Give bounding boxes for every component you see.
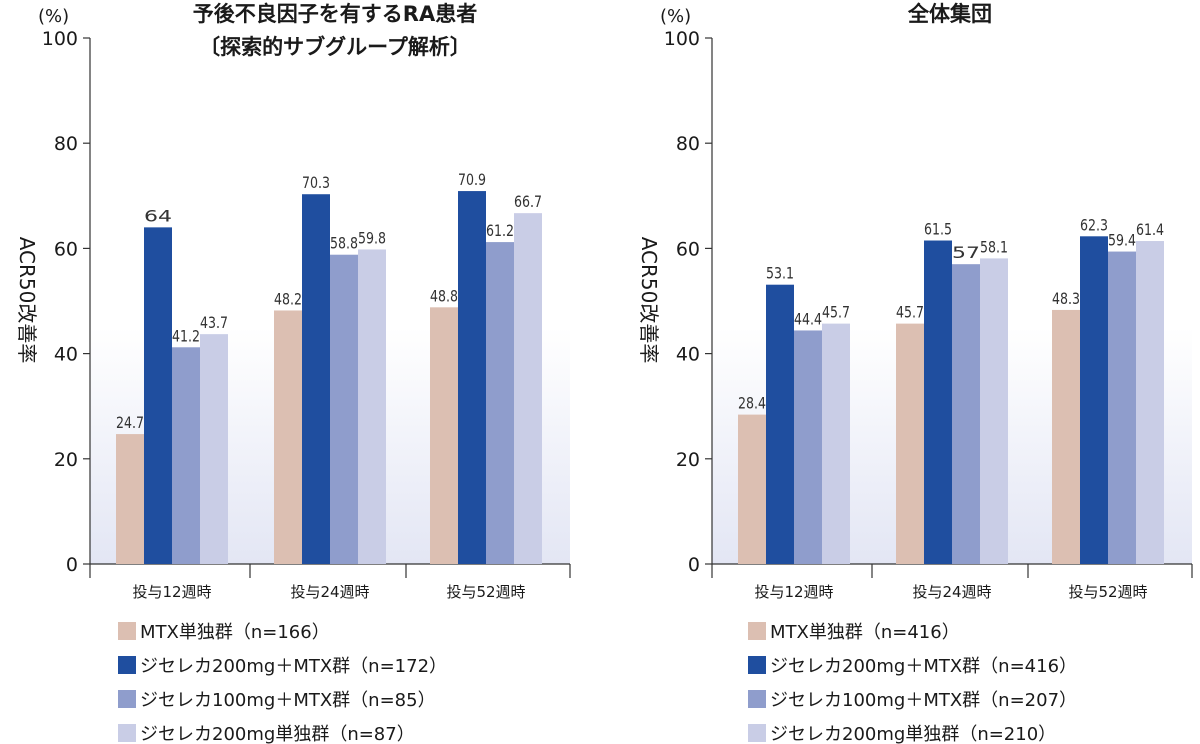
chart-panel-1: 予後不良因子を有するRA患者〔探索的サブグループ解析〕 (%) ACR50改善率 0 2… <box>15 2 571 744</box>
bar-value-label: 41.2 <box>172 326 200 345</box>
bar-2-3-3 <box>1108 251 1136 564</box>
bar-value-label: 59.4 <box>1108 231 1136 250</box>
bar-1-2-1 <box>274 310 302 564</box>
chart-title: 全体集団 <box>907 2 992 26</box>
legend-swatch <box>748 656 766 674</box>
y-tick-label: 80 <box>54 133 78 155</box>
bar-1-2-4 <box>358 249 386 564</box>
legend-label: ジセレカ100mg＋MTX群（n=207） <box>770 690 1077 711</box>
y-tick-label: 60 <box>676 238 700 260</box>
chart-subtitle: 〔探索的サブグループ解析〕 <box>199 35 471 59</box>
y-tick-label: 40 <box>54 344 78 366</box>
y-tick-label: 60 <box>54 238 78 260</box>
bar-2-1-3 <box>794 330 822 564</box>
bar-2-3-4 <box>1136 241 1164 564</box>
bar-2-2-2 <box>924 240 952 564</box>
bar-value-label: 58.1 <box>980 237 1008 256</box>
bar-1-3-3 <box>486 242 514 564</box>
bar-1-1-4 <box>200 334 228 564</box>
bar-value-label: 61.4 <box>1136 220 1164 239</box>
legend-swatch <box>748 622 766 640</box>
bar-value-label: 28.4 <box>738 394 766 413</box>
legend-swatch <box>118 724 136 742</box>
bar-2-1-2 <box>766 284 794 564</box>
bar-1-1-1 <box>116 434 144 564</box>
legend-label: MTX単独群（n=416） <box>770 622 960 643</box>
legend-label: ジセレカ200mg単独群（n=87） <box>140 724 415 744</box>
bar-1-3-4 <box>514 213 542 564</box>
bar-value-label: 70.9 <box>458 170 486 189</box>
bar-value-label: 57 <box>952 243 980 262</box>
bar-value-label: 53.1 <box>766 264 794 283</box>
x-category-label: 投与52週時 <box>1068 583 1147 601</box>
y-axis-unit: (%) <box>660 6 691 27</box>
bar-value-label: 59.8 <box>358 228 386 247</box>
y-tick-label: 20 <box>676 449 700 471</box>
bar-value-label: 58.8 <box>330 234 358 253</box>
x-category-label: 投与12週時 <box>754 583 833 601</box>
y-tick-label: 0 <box>688 554 700 576</box>
y-axis-unit: (%) <box>38 6 69 27</box>
x-category-label: 投与52週時 <box>446 583 525 601</box>
bar-value-label: 45.7 <box>896 303 924 322</box>
bar-value-label: 48.3 <box>1052 289 1080 308</box>
legend-label: ジセレカ200mg＋MTX群（n=416） <box>770 656 1077 677</box>
bar-value-label: 48.8 <box>430 286 458 305</box>
y-tick-label: 40 <box>676 344 700 366</box>
bar-2-3-1 <box>1052 309 1080 564</box>
y-tick-label: 100 <box>664 28 700 50</box>
legend-label: MTX単独群（n=166） <box>140 622 330 643</box>
legend-label: ジセレカ100mg＋MTX群（n=85） <box>140 690 436 711</box>
x-category-label: 投与12週時 <box>132 583 211 601</box>
bar-1-3-2 <box>458 191 486 565</box>
y-axis-label: ACR50改善率 <box>637 237 661 364</box>
y-axis-label: ACR50改善率 <box>15 237 39 364</box>
bar-1-2-3 <box>330 254 358 564</box>
y-tick-label: 80 <box>676 133 700 155</box>
bar-1-1-2 <box>144 227 172 565</box>
bar-value-label: 66.7 <box>514 192 542 211</box>
bar-value-label: 24.7 <box>116 413 144 432</box>
legend-label: ジセレカ200mg＋MTX群（n=172） <box>140 656 447 677</box>
y-tick-label: 0 <box>66 554 78 576</box>
bar-value-label: 64 <box>144 206 172 225</box>
y-tick-label: 20 <box>54 449 78 471</box>
bar-value-label: 44.4 <box>794 309 822 328</box>
bar-value-label: 45.7 <box>822 303 850 322</box>
bar-2-2-1 <box>896 323 924 564</box>
bar-2-1-1 <box>738 414 766 564</box>
legend-swatch <box>118 690 136 708</box>
legend-label: ジセレカ200mg単独群（n=210） <box>770 724 1056 744</box>
bar-value-label: 62.3 <box>1080 215 1108 234</box>
legend-swatch <box>118 622 136 640</box>
y-tick-label: 100 <box>42 28 78 50</box>
bar-value-label: 61.5 <box>924 220 952 239</box>
bar-value-label: 61.2 <box>486 221 514 240</box>
legend-swatch <box>748 724 766 742</box>
bar-1-3-1 <box>430 307 458 564</box>
bar-2-2-3 <box>952 264 980 564</box>
legend-swatch <box>748 690 766 708</box>
bar-value-label: 43.7 <box>200 313 228 332</box>
chart-title: 予後不良因子を有するRA患者 <box>193 2 477 26</box>
bar-2-2-4 <box>980 258 1008 564</box>
bar-2-3-2 <box>1080 236 1108 564</box>
bar-1-2-2 <box>302 194 330 565</box>
bar-value-label: 70.3 <box>302 173 330 192</box>
x-category-label: 投与24週時 <box>290 583 369 601</box>
legend-swatch <box>118 656 136 674</box>
bar-1-1-3 <box>172 347 200 564</box>
bar-value-label: 48.2 <box>274 289 302 308</box>
x-category-label: 投与24週時 <box>912 583 991 601</box>
bar-2-1-4 <box>822 323 850 564</box>
